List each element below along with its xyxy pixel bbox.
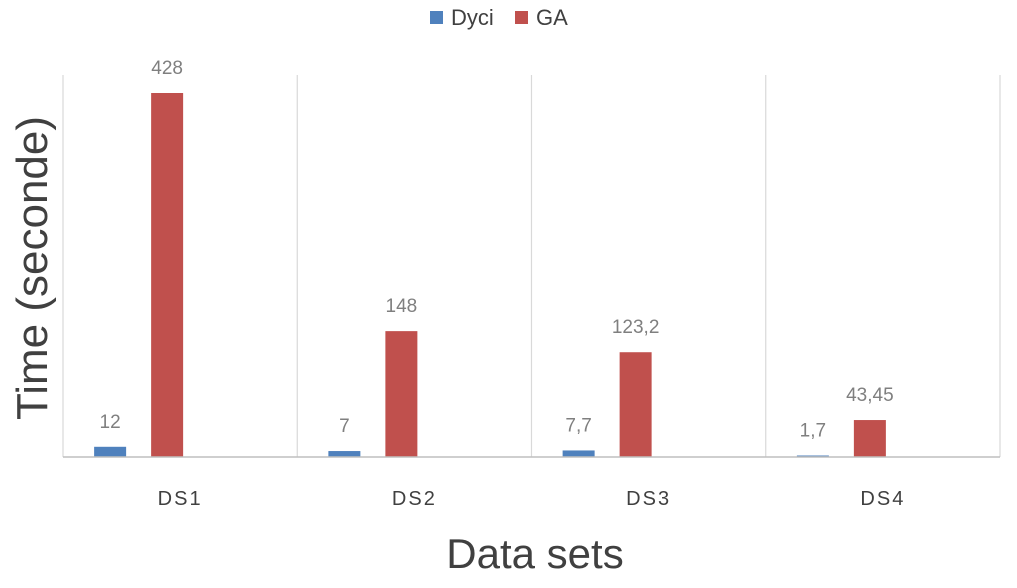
bar-ga-ds1 [151, 93, 184, 457]
bar-ga-ds4 [853, 420, 886, 457]
x-tick-label-ds2: DS2 [392, 488, 437, 510]
data-label-dyci-ds4: 1,7 [800, 421, 826, 442]
legend-swatch-dyci [430, 11, 443, 24]
legend-label-dyci: Dyci [451, 5, 494, 30]
legend: Dyci GA [430, 5, 568, 30]
x-tick-label-ds3: DS3 [626, 488, 671, 510]
data-label-dyci-ds2: 7 [339, 416, 350, 437]
data-label-dyci-ds1: 12 [100, 412, 121, 433]
bar-ga-ds3 [619, 352, 652, 457]
plot-area: 12 428 7 148 7,7 123,2 1,7 43,45 DS1 DS2 DS3 DS4 [62, 58, 1001, 510]
x-tick-label-ds4: DS4 [860, 488, 905, 510]
x-tick-label-ds1: DS1 [158, 488, 203, 510]
category-separators [62, 75, 1001, 457]
data-label-ga-ds1: 428 [151, 58, 183, 79]
bar-dyci-ds2 [328, 451, 361, 457]
y-axis-title: Time (seconde) [8, 116, 57, 420]
x-axis-title: Data sets [446, 530, 623, 577]
bar-dyci-ds3 [562, 450, 595, 457]
data-label-dyci-ds3: 7,7 [565, 415, 591, 436]
bar-ga-ds2 [385, 331, 418, 457]
bars [94, 93, 886, 457]
data-label-ga-ds3: 123,2 [612, 317, 660, 338]
bar-dyci-ds1 [94, 446, 127, 457]
data-label-ga-ds4: 43,45 [846, 385, 894, 406]
legend-swatch-ga [515, 11, 528, 24]
x-tick-labels: DS1 DS2 DS3 DS4 [158, 488, 905, 510]
data-label-ga-ds2: 148 [386, 296, 418, 317]
data-labels: 12 428 7 148 7,7 123,2 1,7 43,45 [100, 58, 894, 442]
legend-label-ga: GA [536, 5, 568, 30]
